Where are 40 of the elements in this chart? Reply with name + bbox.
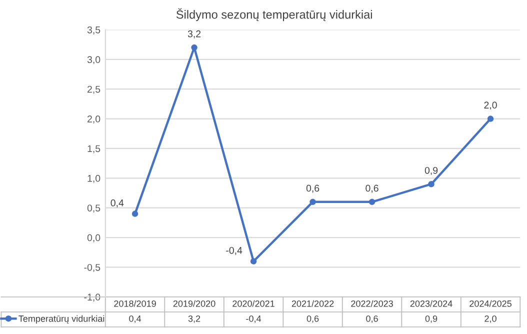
point [487,116,494,122]
y-tick-label: 2,5 [88,86,100,94]
point [368,198,376,206]
point [250,258,257,264]
x-tick-label: 2022/2023 [351,300,393,307]
legend-label: Temperatūrų vidurkiai [18,315,104,324]
text: 0,4 [110,199,124,208]
data-label: 2,0 [484,315,496,323]
x-tick-label: 2019/2020 [173,300,216,307]
text: -0,4 [226,246,242,255]
point [191,44,198,51]
x-tick-label: 2020/2021 [232,300,274,307]
y-tick-label: 0,0 [87,234,100,242]
x-tick-label: 2018/2019 [114,300,156,307]
x-tick-label: 2023/2024 [410,300,452,307]
y-tick-label: 3,0 [87,56,100,64]
text: 0,9 [424,166,438,175]
point [132,210,138,217]
text: 0,6 [366,184,378,193]
text: 3,2 [188,30,201,38]
text: 2,0 [484,102,497,110]
data-label: 3,2 [188,315,200,323]
data-label: -0,4 [246,315,262,323]
y-tick-label: -0,5 [84,264,100,272]
point [310,198,316,206]
point [428,180,434,188]
data-label: 0,6 [366,315,378,323]
data-label: 0,6 [306,315,319,323]
y-tick-label: 2,0 [88,116,100,124]
data-label: 0,9 [425,315,438,323]
y-tick-label: 1,0 [88,174,100,183]
x-tick-label: 2021/2022 [292,300,334,307]
text: 0,6 [306,184,320,193]
x-tick-label: 2024/2025 [470,300,512,307]
chart-title: Šildymo sezonų temperatūrų vidurkiai [176,8,372,22]
y-tick-label: -1,0 [84,294,100,302]
y-tick-label: 1,5 [88,145,100,154]
y-tick-label: 0,5 [87,204,100,213]
data-label: 0,4 [129,315,142,323]
y-tick-label: 3,5 [87,26,100,34]
